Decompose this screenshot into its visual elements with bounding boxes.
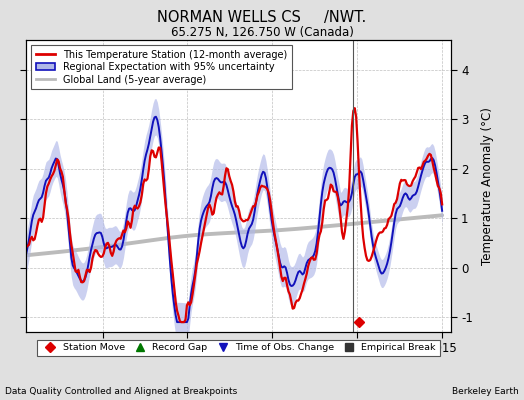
Text: Berkeley Earth: Berkeley Earth <box>452 387 519 396</box>
Text: NORMAN WELLS CS     /NWT.: NORMAN WELLS CS /NWT. <box>157 10 367 25</box>
Text: Data Quality Controlled and Aligned at Breakpoints: Data Quality Controlled and Aligned at B… <box>5 387 237 396</box>
Legend: Station Move, Record Gap, Time of Obs. Change, Empirical Break: Station Move, Record Gap, Time of Obs. C… <box>37 340 440 356</box>
Y-axis label: Temperature Anomaly (°C): Temperature Anomaly (°C) <box>481 107 494 265</box>
Text: 65.275 N, 126.750 W (Canada): 65.275 N, 126.750 W (Canada) <box>171 26 353 39</box>
